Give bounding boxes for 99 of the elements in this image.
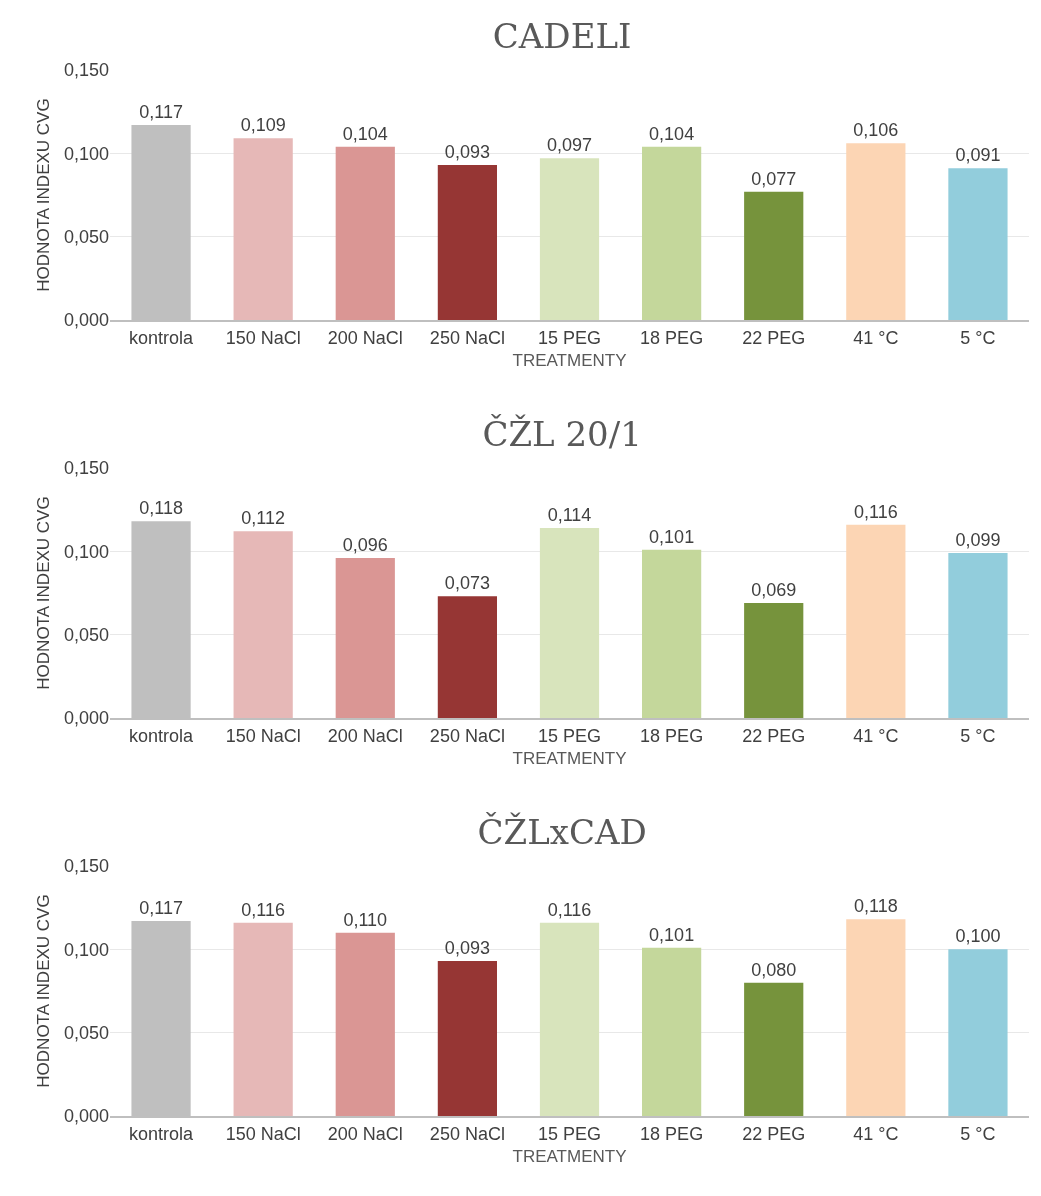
x-axis-title: TREATMENTY <box>512 749 627 769</box>
bar <box>539 158 600 320</box>
bar <box>539 528 600 718</box>
x-tick-label: 15 PEG <box>537 1123 602 1144</box>
data-label: 0,099 <box>955 530 1001 550</box>
data-label: 0,069 <box>751 580 797 600</box>
x-tick-label: 18 PEG <box>640 725 704 746</box>
y-tick-label: 0,150 <box>63 60 109 81</box>
x-tick-label: 150 NaCl <box>225 725 301 746</box>
x-tick-label: 150 NaCl <box>225 1123 301 1144</box>
bar <box>233 922 293 1116</box>
x-tick-label: 150 NaCl <box>225 327 301 348</box>
bar <box>948 553 1008 718</box>
y-tick-label: 0,100 <box>63 541 109 562</box>
y-tick-label: 0,050 <box>63 226 109 247</box>
data-label: 0,100 <box>955 926 1001 947</box>
y-axis-title: HODNOTA INDEXU CVG <box>33 894 53 1088</box>
x-axis-title: TREATMENTY <box>512 1147 627 1167</box>
bar <box>948 949 1008 1116</box>
data-label: 0,096 <box>342 535 388 555</box>
x-tick-label: 22 PEG <box>742 1123 806 1144</box>
bar <box>846 143 906 320</box>
data-label: 0,097 <box>546 135 593 156</box>
bar <box>233 531 293 718</box>
x-tick-label: 5 °C <box>960 1123 996 1144</box>
y-tick-label: 0,150 <box>63 856 109 877</box>
data-label: 0,112 <box>241 508 286 529</box>
x-tick-label: kontrola <box>129 1123 195 1144</box>
y-axis-title: HODNOTA INDEXU CVG <box>33 496 53 690</box>
data-label: 0,104 <box>649 123 695 144</box>
x-tick-label: kontrola <box>129 327 195 348</box>
x-tick-label: 200 NaCl <box>327 327 403 348</box>
data-label: 0,091 <box>955 145 1001 166</box>
data-label: 0,101 <box>649 924 695 945</box>
chart-title: ČŽLxCAD <box>477 811 647 852</box>
bar <box>846 919 906 1116</box>
bar <box>437 596 497 718</box>
data-label: 0,106 <box>853 120 899 141</box>
data-label: 0,109 <box>240 115 286 136</box>
data-label: 0,101 <box>649 526 695 547</box>
bar <box>948 168 1008 320</box>
x-tick-label: 41 °C <box>853 327 899 348</box>
x-tick-label: 41 °C <box>853 1123 899 1144</box>
y-tick-label: 0,050 <box>63 1022 109 1043</box>
y-tick-label: 0,000 <box>63 708 109 729</box>
x-axis-title: TREATMENTY <box>512 351 627 371</box>
bar <box>233 138 293 320</box>
x-tick-label: 200 NaCl <box>327 725 403 746</box>
data-label: 0,093 <box>444 938 490 958</box>
x-tick-label: kontrola <box>129 725 195 746</box>
chart-title: ČŽL 20/1 <box>482 413 642 454</box>
y-tick-label: 0,150 <box>63 458 109 479</box>
y-tick-label: 0,000 <box>63 310 109 331</box>
bar <box>437 961 497 1116</box>
data-label: 0,093 <box>444 142 490 162</box>
x-tick-label: 250 NaCl <box>429 327 505 348</box>
bar <box>744 982 804 1116</box>
bar <box>335 146 395 320</box>
y-tick-label: 0,100 <box>63 939 109 960</box>
x-tick-label: 22 PEG <box>742 725 806 746</box>
data-label: 0,117 <box>139 102 183 122</box>
data-label: 0,080 <box>751 959 797 980</box>
data-label: 0,104 <box>342 123 388 144</box>
bar <box>335 558 395 718</box>
data-label: 0,118 <box>853 896 898 917</box>
y-tick-label: 0,050 <box>63 624 109 645</box>
bar <box>539 922 600 1116</box>
data-label: 0,117 <box>139 898 183 918</box>
bar <box>744 191 804 320</box>
bar <box>437 165 497 320</box>
x-tick-label: 250 NaCl <box>429 725 505 746</box>
x-tick-label: 18 PEG <box>640 327 704 348</box>
y-tick-label: 0,100 <box>63 143 109 164</box>
bar <box>642 947 702 1116</box>
x-tick-label: 15 PEG <box>537 725 602 746</box>
data-label: 0,073 <box>444 573 490 594</box>
data-label: 0,118 <box>139 498 183 519</box>
x-tick-label: 5 °C <box>960 725 996 746</box>
data-label: 0,116 <box>853 501 898 522</box>
data-label: 0,114 <box>547 505 592 525</box>
x-tick-label: 200 NaCl <box>327 1123 403 1144</box>
bar <box>335 932 395 1116</box>
data-label: 0,110 <box>343 909 388 930</box>
y-axis-title: HODNOTA INDEXU CVG <box>33 98 53 292</box>
bar <box>744 603 804 718</box>
data-label: 0,077 <box>751 168 797 189</box>
x-tick-label: 22 PEG <box>742 327 806 348</box>
y-tick-label: 0,000 <box>63 1106 109 1127</box>
bar <box>642 146 702 320</box>
x-tick-label: 41 °C <box>853 725 899 746</box>
chart-title: CADELI <box>492 15 632 56</box>
data-label: 0,116 <box>547 899 592 920</box>
data-label: 0,116 <box>241 899 286 920</box>
x-tick-label: 250 NaCl <box>429 1123 505 1144</box>
x-tick-label: 5 °C <box>960 327 996 348</box>
bar <box>642 549 702 718</box>
bar <box>846 524 906 718</box>
x-tick-label: 15 PEG <box>537 327 602 348</box>
x-tick-label: 18 PEG <box>640 1123 704 1144</box>
